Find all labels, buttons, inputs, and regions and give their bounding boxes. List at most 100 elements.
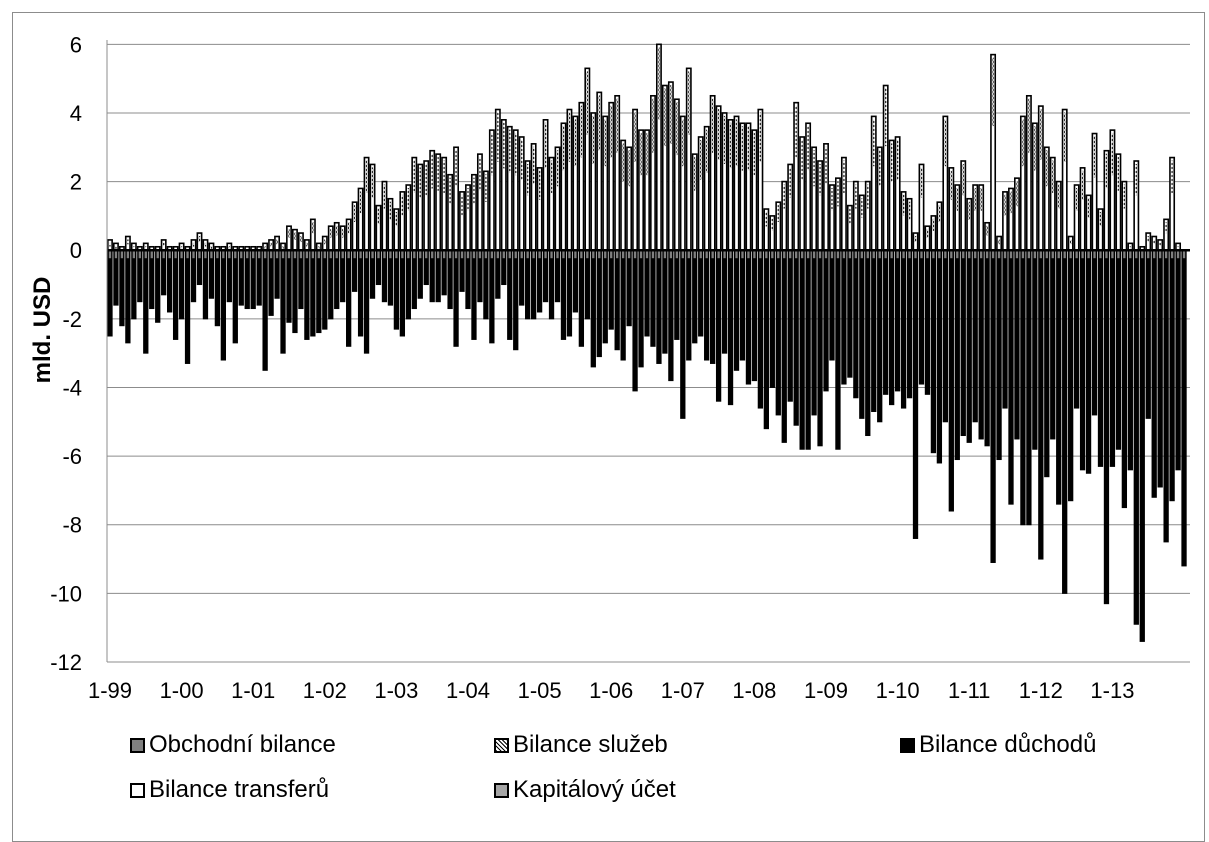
bar-trade-segment <box>419 250 422 259</box>
bar-negative <box>1062 249 1068 594</box>
bar-trade-segment <box>299 250 303 259</box>
legend-swatch-black-icon <box>900 737 915 753</box>
bar-negative <box>638 249 644 368</box>
bar-trade-segment <box>914 250 917 259</box>
bar-trade-segment <box>675 250 678 259</box>
bar-services-segment <box>908 201 911 220</box>
bar-services-segment <box>658 47 660 120</box>
bar-services-segment <box>795 105 797 158</box>
bar-services-segment <box>902 194 905 216</box>
bar-negative <box>525 249 531 320</box>
legend-item-bilance-sluzeb: Bilance služeb <box>494 731 668 759</box>
bar-negative <box>715 249 722 402</box>
bar-trade-segment <box>323 250 326 259</box>
x-tick-label: 1-04 <box>446 678 490 703</box>
bar-negative <box>298 249 304 310</box>
bar-trade-segment <box>1021 250 1025 259</box>
bar-trade-segment <box>216 250 219 259</box>
y-tick-label: 0 <box>70 238 82 263</box>
bar-services-segment <box>407 188 409 211</box>
bar-negative <box>924 249 931 395</box>
bar-services-segment <box>324 239 326 245</box>
bar-trade-segment <box>371 250 374 259</box>
bar-services-segment <box>688 71 690 135</box>
bar-services-segment <box>1111 133 1114 176</box>
bar-trade-segment <box>753 250 756 259</box>
bar-services-segment <box>419 167 421 198</box>
bar-services-segment <box>383 184 386 209</box>
bar-services-segment <box>801 139 803 180</box>
y-tick-labels: 6 4 2 0 -2 -4 -6 -8 -10 -12 <box>50 32 82 675</box>
bar-trade-segment <box>108 250 112 259</box>
legend-swatch-crosshatch-icon <box>494 737 509 753</box>
bar-services-segment <box>264 246 266 249</box>
bar-services-segment <box>706 129 708 173</box>
bar-negative <box>954 249 960 461</box>
bar-negative <box>155 249 161 323</box>
bar-negative <box>238 249 244 306</box>
bar-trade-segment <box>1033 250 1037 259</box>
bar-services-segment <box>336 225 338 236</box>
bar-services-segment <box>735 119 738 167</box>
bar-trade-segment <box>502 250 505 259</box>
bar-negative <box>775 249 781 416</box>
bar-trade-segment <box>490 250 494 259</box>
bar-trade-segment <box>956 250 959 259</box>
x-tick-label: 1-13 <box>1090 678 1134 703</box>
bar-services-segment <box>1010 191 1012 214</box>
bar-trade-segment <box>204 250 207 259</box>
bar-trade-segment <box>950 250 953 259</box>
bar-services-segment <box>992 57 994 127</box>
bar-trade-segment <box>771 250 774 259</box>
bar-trade-segment <box>562 250 565 259</box>
bar-trade-segment <box>359 250 362 259</box>
bar-negative <box>214 249 221 327</box>
bar-trade-segment <box>616 250 619 259</box>
bar-services-segment <box>109 242 111 247</box>
bar-negative <box>883 249 889 395</box>
bar-trade-segment <box>1147 250 1150 259</box>
bar-trade-segment <box>592 250 595 259</box>
bar-trade-segment <box>974 250 977 259</box>
legend-item-bilance-duchodu: Bilance důchodů <box>900 731 1096 759</box>
x-tick-label: 1-02 <box>303 678 347 703</box>
bar-negative <box>1073 249 1080 409</box>
bar-negative <box>1085 249 1092 474</box>
bar-trade-segment <box>705 250 708 259</box>
bar-negative <box>167 249 173 313</box>
bar-services-segment <box>634 112 636 162</box>
bar-trade-segment <box>341 250 344 259</box>
bar-trade-segment <box>586 250 589 259</box>
bar-services-segment <box>855 184 857 209</box>
legend-item-kapitalovy-ucet: Kapitálový účet <box>494 776 676 804</box>
bar-negative <box>698 249 704 337</box>
bar-services-segment <box>532 146 535 185</box>
bar-negative <box>1002 249 1008 409</box>
bar-trade-segment <box>806 250 810 259</box>
bar-negative <box>447 249 453 310</box>
bar-trade-segment <box>353 250 356 259</box>
bar-services-segment <box>556 150 559 187</box>
bar-negative <box>704 249 710 361</box>
bar-services-segment <box>765 212 767 227</box>
bar-services-segment <box>932 218 935 231</box>
bar-negative <box>817 249 823 447</box>
bar-services-segment <box>497 112 499 162</box>
bar-services-segment <box>729 122 732 169</box>
bar-negative <box>912 249 919 539</box>
bar-negative <box>1157 249 1163 488</box>
bar-services-segment <box>956 188 958 211</box>
bar-trade-segment <box>633 250 637 259</box>
bar-services-segment <box>682 119 684 167</box>
bar-services-segment <box>694 157 696 191</box>
bar-trade-segment <box>812 250 816 259</box>
bar-negative <box>900 249 907 409</box>
bar-services-segment <box>455 150 457 187</box>
bar-services-segment <box>461 194 463 216</box>
bar-services-segment <box>467 188 469 211</box>
bar-trade-segment <box>1117 250 1120 259</box>
x-tick-label: 1-12 <box>1019 678 1063 703</box>
bar-services-segment <box>1147 236 1149 243</box>
bar-services-segment <box>515 133 517 176</box>
bar-trade-segment <box>377 250 380 259</box>
